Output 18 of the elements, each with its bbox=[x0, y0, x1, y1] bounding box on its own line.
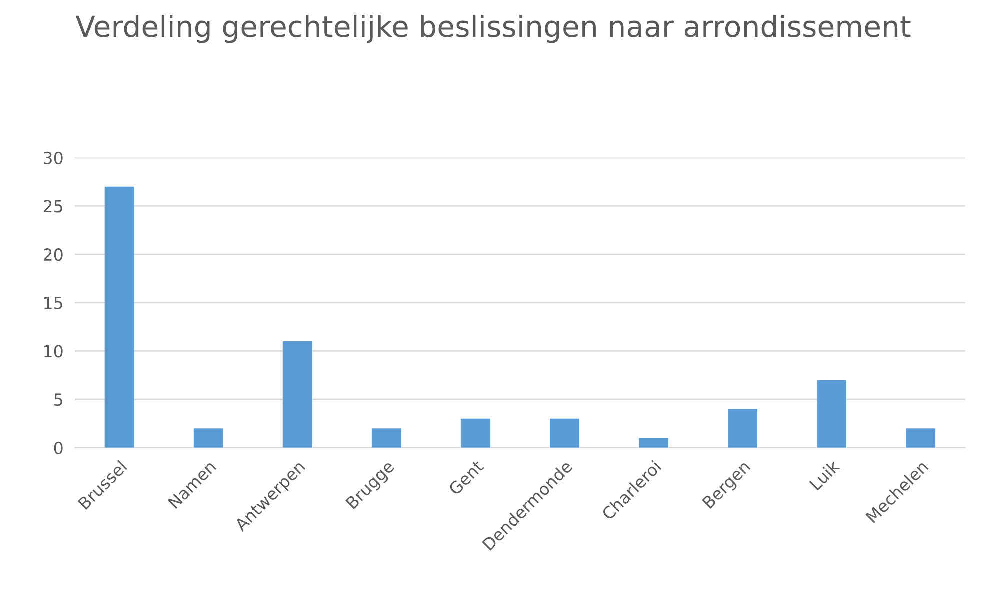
y-tick-label: 30 bbox=[44, 152, 63, 164]
y-tick-label: 10 bbox=[44, 345, 63, 358]
bar bbox=[460, 418, 490, 448]
y-tick-label: 5 bbox=[54, 394, 62, 406]
y-tick-label: 0 bbox=[54, 442, 63, 454]
y-tick-label: 20 bbox=[44, 248, 63, 262]
bar bbox=[104, 186, 134, 448]
chart-title: Verdeling gerechtelijke beslissingen naar arrondissement bbox=[76, 14, 911, 44]
bar bbox=[817, 380, 846, 448]
bar bbox=[194, 428, 224, 448]
bar bbox=[728, 409, 758, 448]
bar bbox=[282, 342, 312, 448]
y-tick-label: 15 bbox=[44, 297, 62, 310]
bar bbox=[550, 418, 580, 448]
bar bbox=[906, 428, 936, 448]
y-tick-label: 25 bbox=[44, 200, 62, 213]
bar bbox=[372, 428, 402, 448]
bar bbox=[639, 438, 668, 448]
